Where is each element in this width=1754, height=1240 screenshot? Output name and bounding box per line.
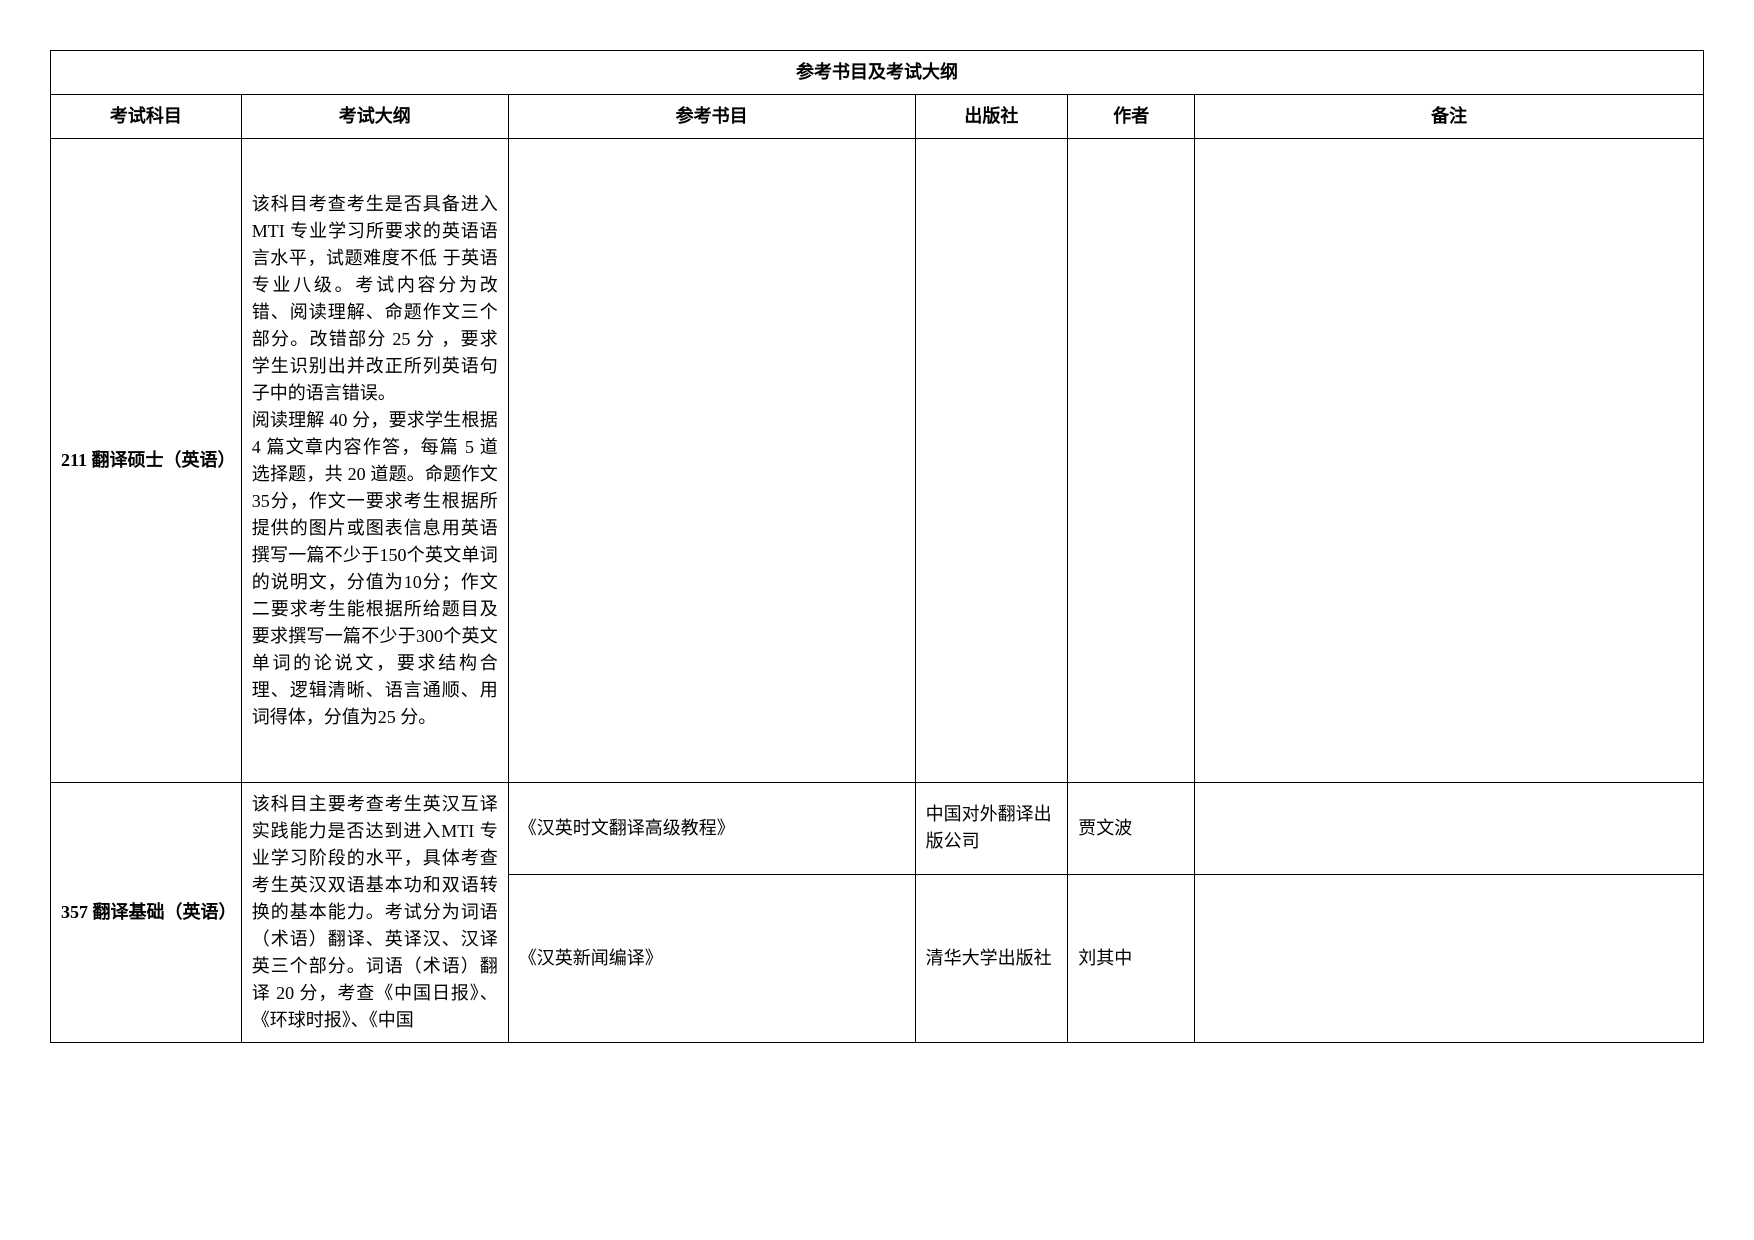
cell-publisher: [915, 139, 1068, 783]
header-outline: 考试大纲: [241, 95, 508, 139]
cell-notes: [1195, 783, 1704, 875]
cell-author: 刘其中: [1068, 874, 1195, 1042]
cell-outline: 该科目考查考生是否具备进入MTI 专业学习所要求的英语语言水平，试题难度不低 于…: [241, 139, 508, 783]
cell-publisher: 清华大学出版社: [915, 874, 1068, 1042]
cell-notes: [1195, 874, 1704, 1042]
cell-author: 贾文波: [1068, 783, 1195, 875]
cell-author: [1068, 139, 1195, 783]
cell-book: [508, 139, 915, 783]
cell-notes: [1195, 139, 1704, 783]
table-row: 357 翻译基础（英语） 该科目主要考查考生英汉互译实践能力是否达到进入MTI …: [51, 783, 1704, 875]
cell-book: 《汉英时文翻译高级教程》: [508, 783, 915, 875]
header-notes: 备注: [1195, 95, 1704, 139]
reference-table: 参考书目及考试大纲 考试科目 考试大纲 参考书目 出版社 作者 备注 211 翻…: [50, 50, 1704, 1043]
table-title: 参考书目及考试大纲: [51, 51, 1704, 95]
header-book: 参考书目: [508, 95, 915, 139]
cell-subject: 211 翻译硕士（英语）: [51, 139, 242, 783]
table-header-row: 考试科目 考试大纲 参考书目 出版社 作者 备注: [51, 95, 1704, 139]
table-row: 211 翻译硕士（英语） 该科目考查考生是否具备进入MTI 专业学习所要求的英语…: [51, 139, 1704, 783]
cell-book: 《汉英新闻编译》: [508, 874, 915, 1042]
header-subject: 考试科目: [51, 95, 242, 139]
header-publisher: 出版社: [915, 95, 1068, 139]
cell-publisher: 中国对外翻译出版公司: [915, 783, 1068, 875]
table-title-row: 参考书目及考试大纲: [51, 51, 1704, 95]
cell-outline: 该科目主要考查考生英汉互译实践能力是否达到进入MTI 专业学习阶段的水平，具体考…: [241, 783, 508, 1043]
cell-subject: 357 翻译基础（英语）: [51, 783, 242, 1043]
header-author: 作者: [1068, 95, 1195, 139]
